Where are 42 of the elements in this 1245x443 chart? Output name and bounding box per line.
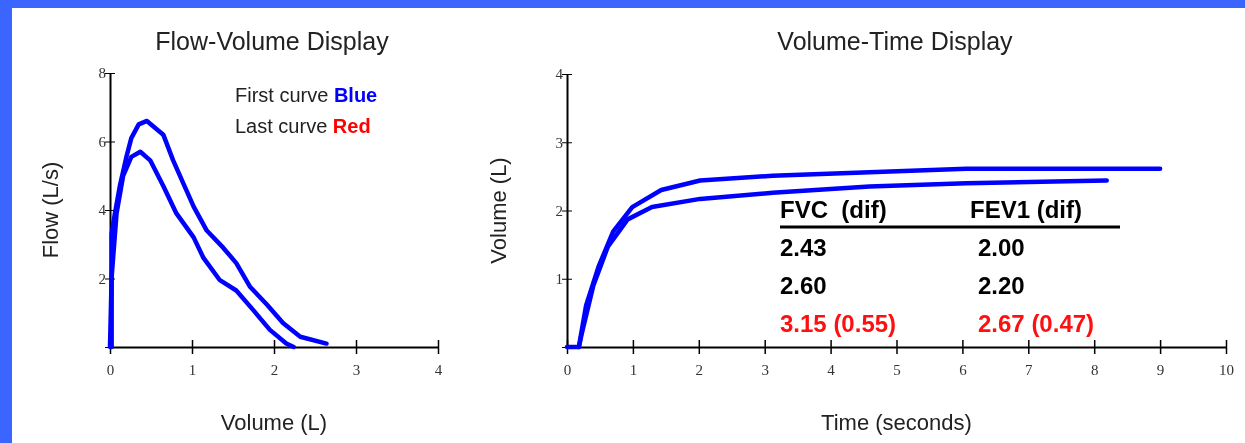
annotation: Red — [332, 115, 371, 137]
x-tick-label: 2 — [270, 362, 279, 378]
x-tick-label: 0 — [106, 362, 115, 378]
x-tick-label: 5 — [893, 362, 901, 378]
x-axis-title: Time (seconds) — [821, 410, 972, 435]
x-tick-label: 7 — [1025, 362, 1034, 378]
chart-title: Volume-Time Display — [777, 27, 1014, 55]
annotation: Last curve — [235, 115, 333, 137]
x-tick-label: 0 — [563, 362, 572, 378]
annotation: Blue — [333, 84, 378, 106]
y-tick-label: 2 — [555, 202, 563, 219]
x-tick-label: 9 — [1156, 362, 1165, 378]
x-tick-label: 4 — [434, 362, 443, 378]
annotation: 2.00 — [978, 234, 1025, 261]
chart-title: Flow-Volume Display — [155, 27, 390, 55]
x-tick-label: 3 — [761, 362, 769, 378]
x-tick-label: 2 — [695, 362, 704, 378]
annotation: 2.67 (0.47) — [978, 310, 1095, 337]
annotation: 3.15 (0.55) — [780, 310, 897, 337]
annotation: 2.43 — [780, 234, 827, 261]
annotation: 2.60 — [780, 272, 827, 299]
y-axis-title: Flow (L/s) — [38, 161, 63, 259]
y-tick-label: 3 — [555, 134, 563, 151]
x-tick-label: 1 — [188, 362, 197, 378]
y-tick-label: 8 — [98, 65, 106, 82]
annotation: 2.20 — [978, 272, 1025, 299]
x-tick-label: 4 — [827, 362, 836, 378]
y-tick-label: 1 — [555, 271, 563, 288]
annotation: First curve — [235, 84, 334, 106]
y-tick-label: 4 — [555, 66, 564, 83]
x-tick-label: 10 — [1219, 362, 1234, 378]
y-axis-title: Volume (L) — [486, 157, 511, 264]
y-tick-label: 2 — [98, 270, 106, 287]
x-tick-label: 3 — [352, 362, 361, 378]
x-tick-label: 1 — [629, 362, 638, 378]
x-axis-title: Volume (L) — [220, 410, 328, 435]
annotation: FVC (dif) — [780, 196, 887, 223]
y-tick-label: 4 — [98, 202, 107, 219]
x-tick-label: 6 — [959, 362, 968, 378]
annotation: FEV1 (dif) — [970, 196, 1082, 223]
x-tick-label: 8 — [1090, 362, 1099, 378]
y-tick-label: 6 — [98, 133, 107, 150]
